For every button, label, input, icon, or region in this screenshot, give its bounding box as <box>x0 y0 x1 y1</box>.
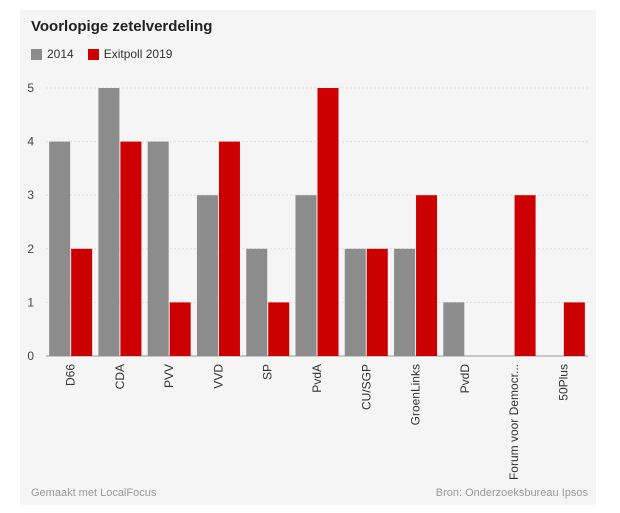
x-tick-label-50plus: 50Plus <box>556 364 570 401</box>
legend-item-exitpoll-2019[interactable]: Exitpoll 2019 <box>87 47 173 61</box>
legend-swatch-exitpoll-2019 <box>87 48 99 60</box>
x-tick-label-pvv: PVV <box>162 364 176 388</box>
x-tick-label-forum-voor-democr-: Forum voor Democr... <box>507 364 521 480</box>
bar-2014-cu-sgp <box>344 248 366 356</box>
x-tick-label-d66: D66 <box>64 364 78 386</box>
legend-label-exitpoll-2019: Exitpoll 2019 <box>103 47 173 61</box>
bar-2014-sp <box>246 248 268 356</box>
chart-title: Voorlopige zetelverdeling <box>31 18 213 35</box>
bar-2014-pvdd <box>443 302 465 356</box>
bar-2014-d66 <box>49 141 71 356</box>
bar-2014-pvda <box>295 195 317 356</box>
bar-exitpoll-2019-vvd <box>218 141 240 356</box>
y-tick-label-3: 3 <box>27 188 34 202</box>
x-tick-label-cu-sgp: CU/SGP <box>359 364 373 410</box>
x-tick-label-vvd: VVD <box>211 364 225 389</box>
bar-exitpoll-2019-forum-voor-democr- <box>514 195 536 356</box>
bar-exitpoll-2019-d66 <box>71 248 93 356</box>
bar-2014-vvd <box>196 195 218 356</box>
x-tick-label-pvdd: PvdD <box>458 364 472 394</box>
y-tick-label-1: 1 <box>27 295 34 309</box>
y-tick-label-5: 5 <box>27 81 34 95</box>
legend: 2014 Exitpoll 2019 <box>31 47 186 61</box>
x-tick-label-cda: CDA <box>113 364 127 389</box>
bar-exitpoll-2019-cda <box>120 141 142 356</box>
x-tick-label-pvda: PvdA <box>310 364 324 393</box>
bar-exitpoll-2019-groenlinks <box>416 195 438 356</box>
legend-swatch-2014 <box>31 48 42 60</box>
bar-exitpoll-2019-50plus <box>563 302 585 356</box>
y-tick-label-0: 0 <box>27 349 34 363</box>
legend-item-2014[interactable]: 2014 <box>31 47 74 61</box>
bar-exitpoll-2019-pvv <box>169 302 191 356</box>
footer-source: Bron: Onderzoeksbureau Ipsos <box>435 487 588 499</box>
bar-exitpoll-2019-sp <box>268 302 290 356</box>
bar-2014-cda <box>98 88 120 356</box>
bar-2014-pvv <box>147 141 169 356</box>
y-tick-label-2: 2 <box>27 242 34 256</box>
legend-label-2014: 2014 <box>47 47 74 61</box>
y-tick-label-4: 4 <box>27 135 34 149</box>
bar-exitpoll-2019-cu-sgp <box>366 248 388 356</box>
footer-credit: Gemaakt met LocalFocus <box>31 487 157 499</box>
x-tick-label-groenlinks: GroenLinks <box>409 364 423 425</box>
bar-2014-groenlinks <box>394 248 416 356</box>
x-tick-label-sp: SP <box>261 364 275 380</box>
bar-exitpoll-2019-pvda <box>317 88 339 356</box>
